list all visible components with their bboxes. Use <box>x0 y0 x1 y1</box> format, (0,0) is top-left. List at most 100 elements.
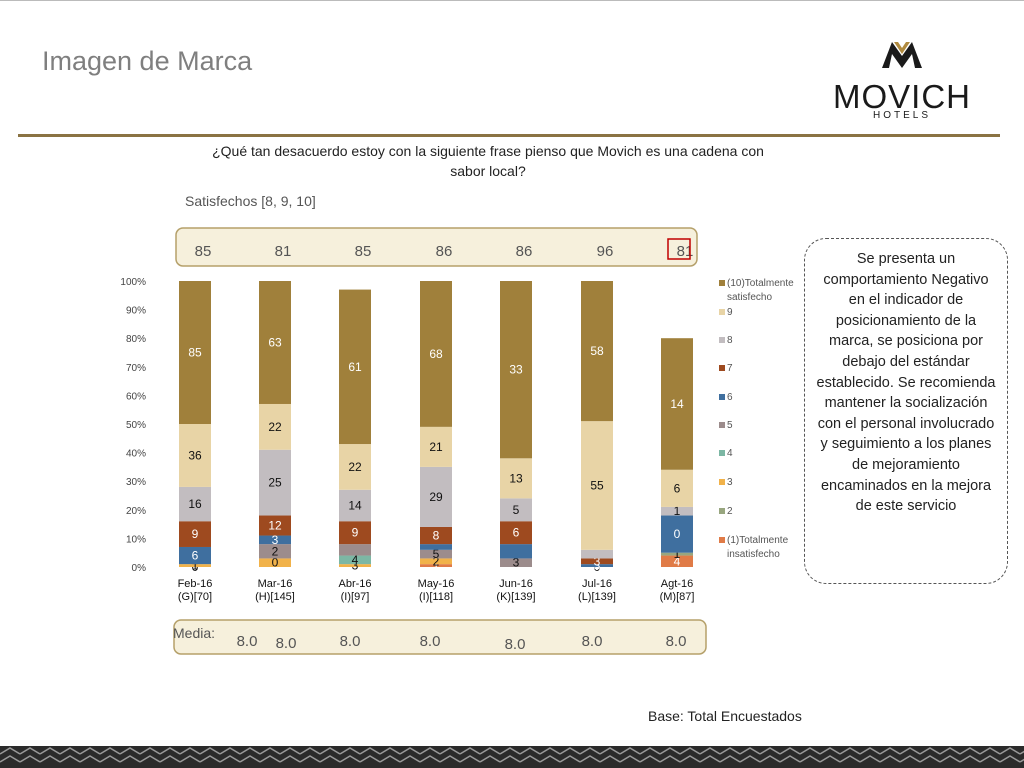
bar-segment <box>500 498 532 522</box>
media-value: 8.0 <box>276 635 297 652</box>
bar-segment <box>420 549 452 559</box>
bar-segment <box>420 544 452 550</box>
bar-segment <box>339 521 371 545</box>
legend-swatch <box>719 309 725 315</box>
media-value: 8.0 <box>505 636 526 653</box>
movich-logo-emblem-icon <box>882 42 922 68</box>
data-label: 5 <box>433 547 440 561</box>
y-tick-label: 0% <box>132 563 147 574</box>
base-note: Base: Total Encuestados <box>648 708 802 724</box>
legend-swatch <box>719 422 725 428</box>
satisfied-value: 81 <box>275 243 292 260</box>
bar-segment <box>339 444 371 490</box>
x-tick-sublabel: (K)[139] <box>496 591 535 603</box>
bar-segment <box>420 526 452 545</box>
bar-segment <box>581 421 613 550</box>
data-label: 36 <box>188 448 202 462</box>
legend-swatch <box>719 394 725 400</box>
logo-sub: HOTELS <box>872 110 931 121</box>
legend-label: 7 <box>727 363 733 374</box>
legend-swatch <box>719 450 725 456</box>
legend-label: 6 <box>727 392 733 403</box>
legend-label: (1)Totalmente <box>727 535 789 546</box>
y-tick-label: 30% <box>126 477 146 488</box>
bar-segment <box>179 564 211 567</box>
data-label: 9 <box>352 526 359 540</box>
bar-segment <box>339 555 371 565</box>
satisfied-label: Satisfechos [8, 9, 10] <box>185 193 316 209</box>
media-value: 8.0 <box>237 633 258 650</box>
legend-label: 4 <box>727 448 733 459</box>
bar-segment <box>420 426 452 467</box>
data-label: 61 <box>348 360 362 374</box>
data-label: 3 <box>272 533 279 547</box>
data-label: 22 <box>348 460 362 474</box>
data-label: 3 <box>594 559 601 573</box>
bar-segment <box>259 403 291 450</box>
legend-label: 9 <box>727 307 733 318</box>
bar-segment <box>259 558 291 567</box>
legend-label: 5 <box>727 420 733 431</box>
bar-segment <box>259 535 291 545</box>
legend-label: 8 <box>727 335 733 346</box>
survey-question: ¿Qué tan desacuerdo estoy con la siguien… <box>212 143 764 179</box>
y-tick-label: 100% <box>120 277 146 288</box>
bar-segment <box>179 486 211 522</box>
x-tick-sublabel: (I)[97] <box>341 591 370 603</box>
y-tick-label: 40% <box>126 449 146 460</box>
bar-segment <box>500 544 532 559</box>
stacked-bar-chart: 85 81 85 86 86 96 810%10%20%30%40%50%60%70%80%… <box>120 227 794 655</box>
x-tick-label: May-16 <box>418 578 455 590</box>
logo-word: MOVICH <box>833 78 971 115</box>
bar-segment <box>420 281 452 427</box>
title-divider <box>18 134 1000 137</box>
legend-label: 3 <box>727 477 733 488</box>
data-label: 0 <box>674 527 681 541</box>
data-label: 16 <box>188 497 202 511</box>
bar-segment <box>661 469 693 507</box>
data-label: 3 <box>594 554 601 568</box>
y-tick-label: 50% <box>126 420 146 431</box>
legend-swatch <box>719 280 725 286</box>
data-label: 33 <box>509 363 523 377</box>
bar-segment <box>179 424 211 487</box>
satisfied-value: 96 <box>597 243 614 260</box>
y-tick-label: 70% <box>126 363 146 374</box>
legend-swatch <box>719 337 725 343</box>
bar-segment <box>661 506 693 516</box>
data-label: 2 <box>433 554 440 568</box>
data-label: 14 <box>670 397 684 411</box>
data-label: 2 <box>272 544 279 558</box>
data-label: 29 <box>429 490 443 504</box>
satisfied-value: 86 <box>516 243 533 260</box>
legend-label-line2: insatisfecho <box>727 549 780 560</box>
x-tick-sublabel: (H)[145] <box>255 591 295 603</box>
data-label: 55 <box>590 478 604 492</box>
data-label: 1 <box>433 559 440 573</box>
bar-segment <box>259 515 291 536</box>
bar-segment <box>581 281 613 422</box>
x-tick-label: Jun-16 <box>499 578 533 590</box>
data-label: 1 <box>674 547 681 561</box>
data-label: 5 <box>513 503 520 517</box>
bar-segment <box>500 458 532 499</box>
media-value: 8.0 <box>340 633 361 650</box>
bar-segment <box>581 558 613 565</box>
legend-swatch <box>719 508 725 514</box>
data-label: 3 <box>513 556 520 570</box>
data-label: 14 <box>348 499 362 513</box>
data-label: 58 <box>590 344 604 358</box>
legend-label: 2 <box>727 506 733 517</box>
bar-segment <box>500 558 532 567</box>
x-tick-sublabel: (L)[139] <box>578 591 616 603</box>
y-tick-label: 80% <box>126 334 146 345</box>
legend-swatch <box>719 479 725 485</box>
data-label: 1 <box>674 504 681 518</box>
bar-segment <box>420 558 452 565</box>
movich-logo: MOVICH HOTELS <box>812 38 992 122</box>
data-label: 63 <box>268 335 282 349</box>
data-label: 1 <box>192 559 199 573</box>
data-label: 21 <box>429 440 443 454</box>
x-tick-sublabel: (I)[118] <box>419 591 453 603</box>
data-label: 8 <box>433 529 440 543</box>
